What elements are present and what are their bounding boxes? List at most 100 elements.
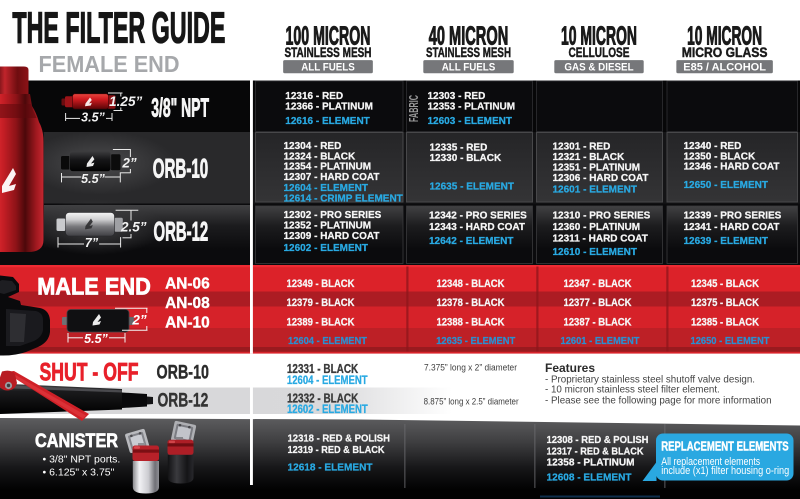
svg-text:12319 - RED & BLACK: 12319 - RED & BLACK — [288, 445, 386, 456]
svg-text:ALL FUELS: ALL FUELS — [301, 61, 355, 73]
svg-text:12375 - BLACK: 12375 - BLACK — [691, 297, 759, 309]
svg-text:12303 - RED: 12303 - RED — [428, 91, 486, 102]
svg-text:CANISTER: CANISTER — [35, 430, 118, 452]
svg-text:12616 - ELEMENT: 12616 - ELEMENT — [285, 116, 369, 127]
svg-text:12343 - HARD COAT: 12343 - HARD COAT — [429, 222, 525, 233]
svg-text:12304 - RED: 12304 - RED — [284, 141, 342, 152]
svg-text:- Proprietary stainless steel: - Proprietary stainless steel shutoff va… — [545, 374, 755, 385]
svg-text:12610 - ELEMENT: 12610 - ELEMENT — [553, 247, 637, 258]
svg-text:ORB-12: ORB-12 — [158, 389, 209, 411]
svg-text:5.5”: 5.5” — [84, 332, 108, 346]
svg-text:5.5”: 5.5” — [81, 172, 105, 186]
svg-text:12604 - ELEMENT: 12604 - ELEMENT — [287, 373, 368, 387]
svg-text:12639 - ELEMENT: 12639 - ELEMENT — [684, 236, 768, 247]
svg-text:12360 - PLATINUM: 12360 - PLATINUM — [553, 222, 641, 233]
svg-text:2.5”: 2.5” — [120, 220, 147, 235]
svg-text:12608 - ELEMENT: 12608 - ELEMENT — [547, 473, 633, 484]
svg-text:12635 - ELEMENT: 12635 - ELEMENT — [436, 336, 516, 347]
svg-text:ORB-10: ORB-10 — [157, 361, 210, 383]
svg-text:12602 - ELEMENT: 12602 - ELEMENT — [287, 402, 368, 416]
svg-text:AN-08: AN-08 — [165, 295, 210, 312]
svg-text:Features: Features — [545, 361, 595, 375]
svg-text:12306 - HARD COAT: 12306 - HARD COAT — [553, 173, 649, 184]
svg-text:12642 - ELEMENT: 12642 - ELEMENT — [429, 236, 513, 247]
svg-text:12341 - HARD COAT: 12341 - HARD COAT — [684, 222, 780, 233]
svg-text:12340 - RED: 12340 - RED — [684, 141, 742, 152]
svg-text:12377 - BLACK: 12377 - BLACK — [564, 297, 632, 309]
svg-text:3.5”: 3.5” — [81, 111, 105, 125]
svg-text:12307 - HARD COAT: 12307 - HARD COAT — [284, 172, 380, 183]
svg-text:10 MICRON: 10 MICRON — [561, 23, 637, 51]
svg-text:12387 - BLACK: 12387 - BLACK — [564, 317, 632, 329]
svg-text:STAINLESS MESH: STAINLESS MESH — [426, 45, 511, 60]
svg-text:12316 - RED: 12316 - RED — [285, 91, 343, 102]
svg-text:• 6.125" x 3.75": • 6.125" x 3.75" — [43, 467, 115, 479]
svg-text:12614 - CRIMP ELEMENT: 12614 - CRIMP ELEMENT — [284, 193, 403, 204]
svg-text:ALL FUELS: ALL FUELS — [442, 61, 496, 73]
svg-text:12324 - BLACK: 12324 - BLACK — [284, 151, 356, 162]
svg-text:12650 - ELEMENT: 12650 - ELEMENT — [684, 180, 768, 191]
svg-text:12348 - BLACK: 12348 - BLACK — [437, 278, 505, 290]
svg-text:12601 - ELEMENT: 12601 - ELEMENT — [561, 336, 641, 347]
svg-text:12353 - PLATINUM: 12353 - PLATINUM — [428, 102, 516, 113]
svg-text:7”: 7” — [85, 236, 99, 250]
svg-text:- Please see the following pag: - Please see the following page for more… — [545, 395, 772, 406]
svg-text:1.25”: 1.25” — [109, 94, 142, 109]
svg-text:12378 - BLACK: 12378 - BLACK — [437, 297, 505, 309]
svg-text:12385 - BLACK: 12385 - BLACK — [691, 317, 759, 329]
svg-text:12604 - ELEMENT: 12604 - ELEMENT — [288, 336, 368, 347]
svg-text:12331 - BLACK: 12331 - BLACK — [287, 361, 359, 376]
svg-text:12366 - PLATINUM: 12366 - PLATINUM — [285, 102, 373, 113]
svg-text:12349 - BLACK: 12349 - BLACK — [287, 278, 355, 290]
svg-text:MALE END: MALE END — [37, 273, 151, 300]
svg-text:12601 - ELEMENT: 12601 - ELEMENT — [553, 185, 637, 196]
svg-text:12352 - PLATINUM: 12352 - PLATINUM — [284, 221, 372, 232]
svg-text:GAS & DIESEL: GAS & DIESEL — [564, 61, 633, 73]
svg-text:12351 - PLATINUM: 12351 - PLATINUM — [553, 163, 641, 174]
svg-text:12321 - BLACK: 12321 - BLACK — [553, 152, 625, 163]
svg-text:12308 - RED & POLISH: 12308 - RED & POLISH — [547, 435, 649, 446]
svg-text:E85 / ALCOHOL: E85 / ALCOHOL — [683, 61, 766, 73]
svg-text:THE FILTER GUIDE: THE FILTER GUIDE — [12, 4, 225, 53]
svg-text:• 3/8" NPT ports.: • 3/8" NPT ports. — [43, 454, 121, 466]
svg-text:SHUT - OFF: SHUT - OFF — [40, 359, 139, 387]
svg-text:FEMALE END: FEMALE END — [39, 51, 180, 77]
svg-text:12354 - PLATINUM: 12354 - PLATINUM — [284, 162, 372, 173]
svg-text:12339 - PRO SERIES: 12339 - PRO SERIES — [684, 211, 782, 222]
svg-text:100 MICRON: 100 MICRON — [286, 23, 371, 51]
svg-text:12301 - RED: 12301 - RED — [553, 142, 611, 153]
svg-text:ORB-10: ORB-10 — [153, 154, 209, 184]
svg-text:12310 - PRO SERIES: 12310 - PRO SERIES — [553, 211, 651, 222]
svg-text:12347 - BLACK: 12347 - BLACK — [564, 278, 632, 290]
svg-text:2”: 2” — [131, 313, 147, 328]
svg-text:12342 - PRO SERIES: 12342 - PRO SERIES — [429, 211, 527, 222]
svg-text:12604 - ELEMENT: 12604 - ELEMENT — [284, 183, 368, 194]
svg-text:FABRIC: FABRIC — [407, 95, 421, 122]
svg-text:8.875” long x 2.5” diameter: 8.875” long x 2.5” diameter — [424, 397, 519, 407]
svg-text:MICRO GLASS: MICRO GLASS — [682, 45, 768, 60]
svg-text:12335 - RED: 12335 - RED — [430, 143, 488, 154]
svg-text:3/8" NPT: 3/8" NPT — [151, 93, 209, 123]
svg-text:AN-06: AN-06 — [165, 276, 210, 293]
svg-text:STAINLESS MESH: STAINLESS MESH — [285, 45, 372, 60]
svg-text:REPLACEMENT ELEMENTS: REPLACEMENT ELEMENTS — [661, 439, 789, 453]
svg-text:12388 - BLACK: 12388 - BLACK — [437, 317, 505, 329]
svg-text:12302 - PRO SERIES: 12302 - PRO SERIES — [284, 210, 382, 221]
svg-text:12618 - ELEMENT: 12618 - ELEMENT — [288, 463, 374, 474]
svg-text:12330 - BLACK: 12330 - BLACK — [430, 153, 502, 164]
svg-text:2”: 2” — [121, 155, 137, 170]
svg-text:CELLULOSE: CELLULOSE — [569, 45, 630, 60]
svg-text:12602 - ELEMENT: 12602 - ELEMENT — [284, 243, 368, 254]
svg-text:12309 - HARD COAT: 12309 - HARD COAT — [284, 231, 380, 242]
svg-text:All replacement elements: All replacement elements — [661, 456, 760, 468]
svg-text:12635 - ELEMENT: 12635 - ELEMENT — [430, 182, 514, 193]
svg-text:12650 - ELEMENT: 12650 - ELEMENT — [691, 336, 771, 347]
svg-text:12379 - BLACK: 12379 - BLACK — [287, 297, 355, 309]
svg-text:12603 - ELEMENT: 12603 - ELEMENT — [428, 116, 512, 127]
svg-text:12389 - BLACK: 12389 - BLACK — [287, 317, 355, 329]
svg-text:40 MICRON: 40 MICRON — [429, 23, 509, 51]
svg-text:12332 - BLACK: 12332 - BLACK — [287, 391, 359, 406]
svg-text:12311 - HARD COAT: 12311 - HARD COAT — [553, 234, 648, 245]
svg-text:7.375” long x 2” diameter: 7.375” long x 2” diameter — [424, 363, 517, 373]
svg-text:AN-10: AN-10 — [165, 315, 210, 332]
